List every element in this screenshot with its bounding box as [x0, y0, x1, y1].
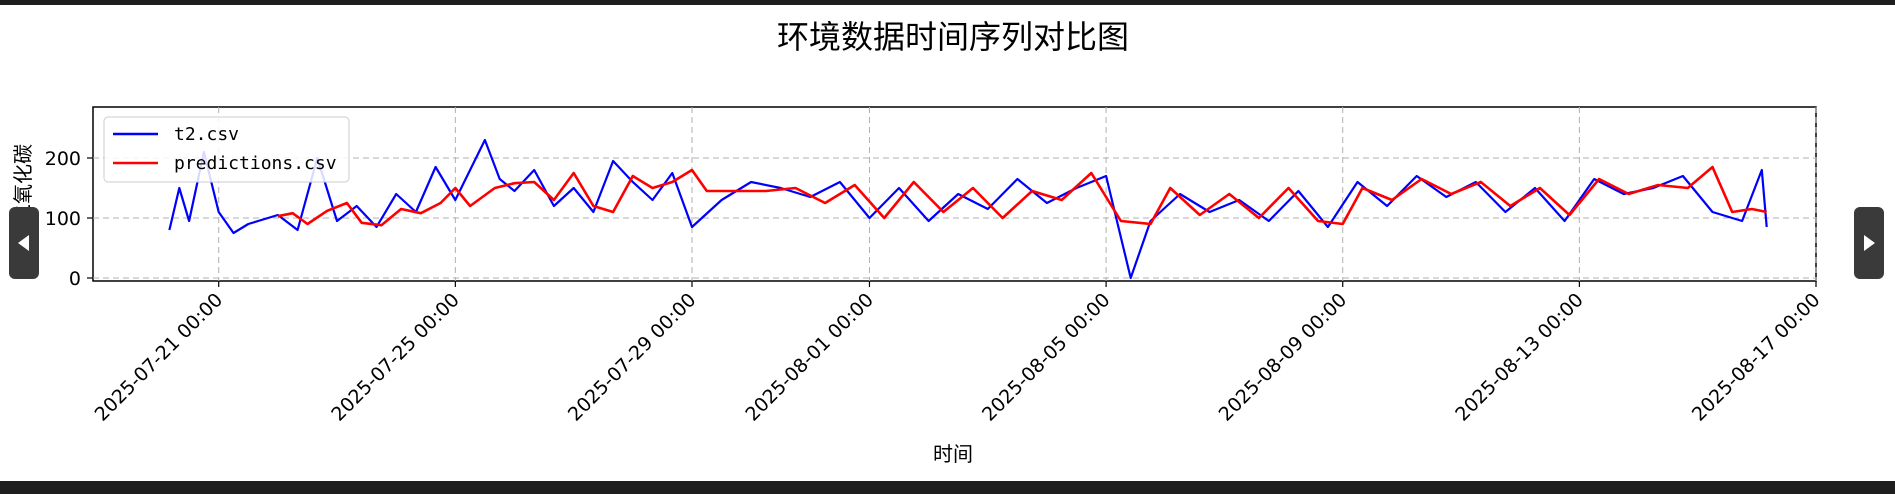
x-tick-label: 2025-07-21 00:00	[91, 289, 228, 426]
viewer-top-bar	[0, 0, 1895, 5]
x-tick-label: 2025-08-01 00:00	[741, 289, 878, 426]
plot-area	[92, 106, 1817, 282]
grid	[93, 107, 1817, 281]
series-layer	[168, 138, 1768, 280]
series-line-1	[277, 165, 1767, 227]
prev-image-button[interactable]	[9, 207, 39, 279]
chevron-right-icon	[1864, 235, 1875, 251]
legend-label-predictions: predictions.csv	[174, 153, 337, 174]
series-line-0	[168, 138, 1768, 280]
legend-label-t2: t2.csv	[174, 124, 239, 145]
legend: t2.csv predictions.csv	[103, 116, 350, 183]
x-axis: 2025-07-21 00:00 2025-07-25 00:00 2025-07-…	[91, 281, 1825, 426]
x-tick-label: 2025-08-13 00:00	[1451, 289, 1588, 426]
y-tick-label: 100	[45, 208, 81, 230]
chart-title: 环境数据时间序列对比图	[777, 18, 1129, 56]
x-tick-label: 2025-07-29 00:00	[564, 289, 701, 426]
x-tick-label: 2025-08-09 00:00	[1215, 289, 1352, 426]
x-tick-label: 2025-07-25 00:00	[327, 289, 464, 426]
chevron-left-icon	[18, 235, 29, 251]
y-tick-label: 0	[69, 268, 81, 290]
x-tick-label: 2025-08-05 00:00	[978, 289, 1115, 426]
y-tick-label: 200	[45, 148, 81, 170]
legend-box	[103, 116, 350, 183]
x-axis-label: 时间	[933, 442, 973, 466]
x-tick-label: 2025-08-17 00:00	[1688, 289, 1825, 426]
viewer-bottom-bar	[0, 481, 1895, 494]
next-image-button[interactable]	[1854, 207, 1884, 279]
y-axis: 0 100 200	[45, 148, 93, 290]
